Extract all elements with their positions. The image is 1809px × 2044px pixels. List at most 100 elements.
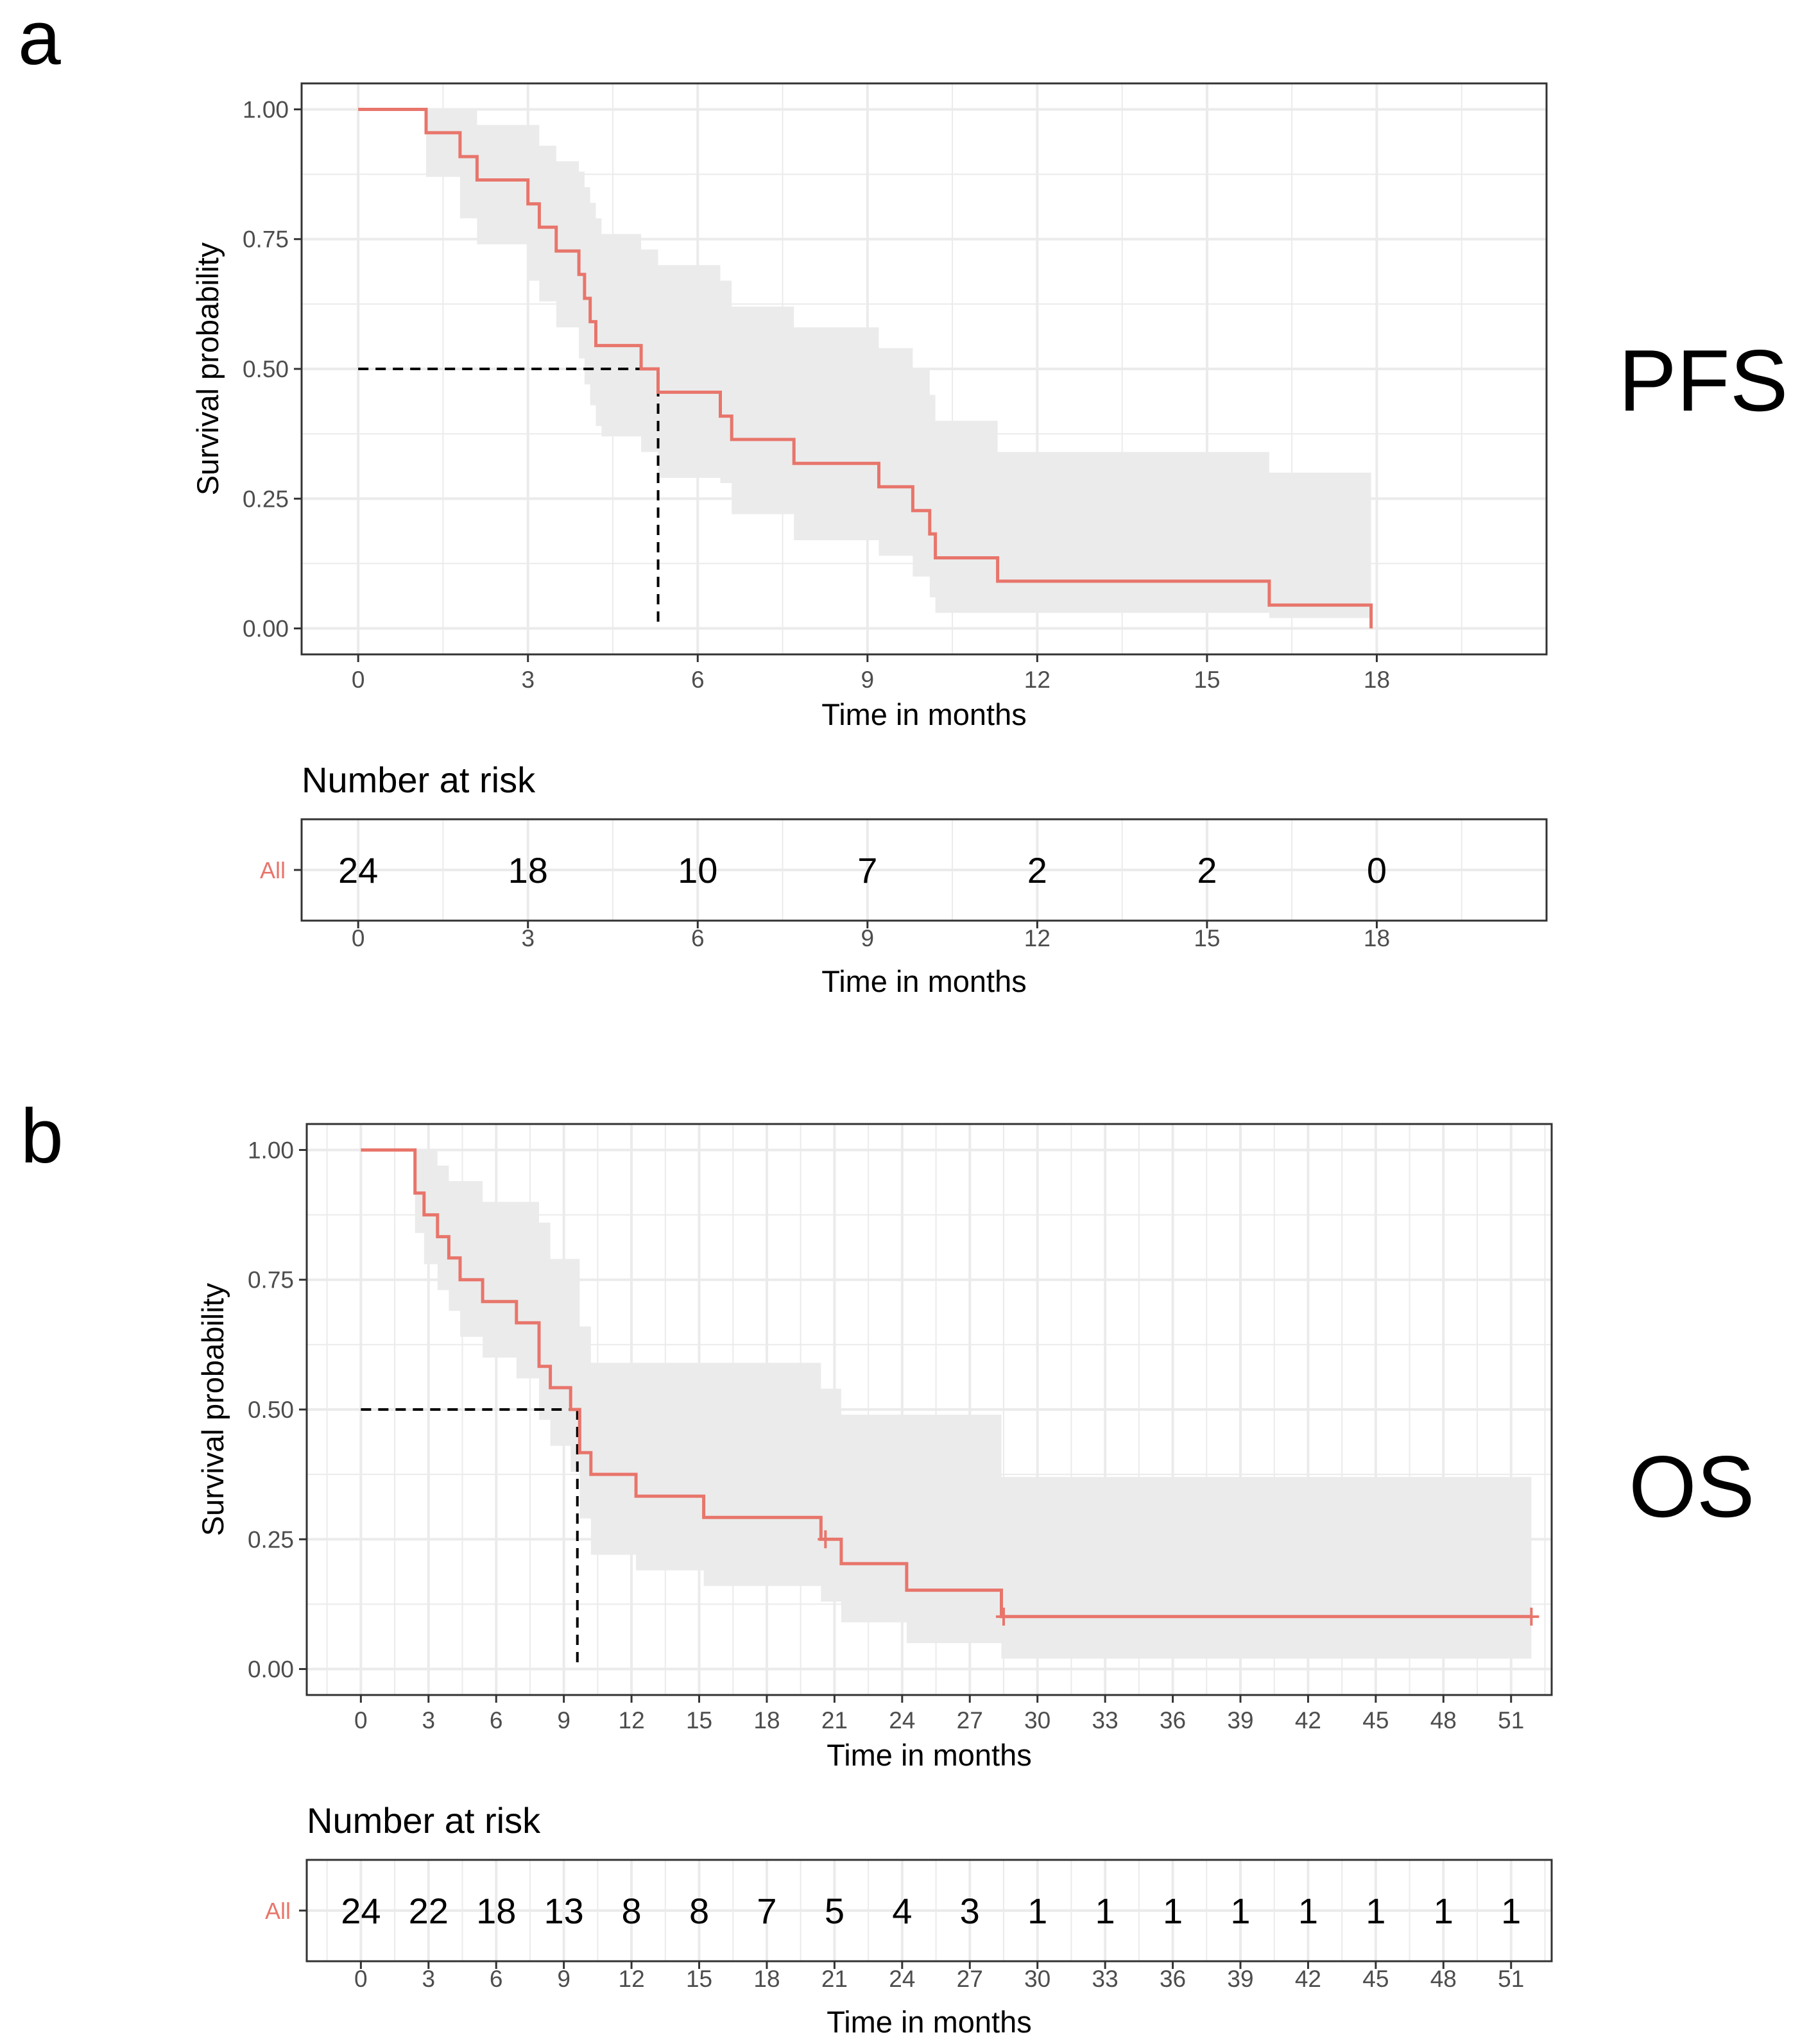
risk-x-tick-label: 15 (1194, 925, 1220, 951)
y-tick-label: 0.75 (248, 1267, 294, 1293)
plot-b-xlabel: Time in months (827, 1738, 1032, 1772)
risk-x-tick-label: 18 (753, 1966, 780, 1992)
panel-a-tag: PFS (1618, 332, 1788, 429)
plot-b-ci-band (361, 1150, 1532, 1659)
x-tick-label: 45 (1362, 1707, 1389, 1733)
panel-a: a PFS 0.00 0.25 0.50 0.75 1.00 0 3 6 9 12 15 18 Ti… (18, 0, 1788, 998)
plot-b-median-lines (361, 1408, 579, 1669)
y-tick-label: 0.50 (248, 1397, 294, 1423)
x-tick-label: 15 (1194, 667, 1220, 693)
risk-count: 1 (1027, 1891, 1047, 1931)
plot-b-ylabel: Survival probability (196, 1282, 230, 1536)
x-tick-label: 42 (1295, 1707, 1321, 1733)
risk-count: 22 (409, 1891, 449, 1931)
plot-b-y-axis: 0.00 0.25 0.50 0.75 1.00 (248, 1137, 307, 1683)
risk-count: 8 (689, 1891, 709, 1931)
panel-b-letter: b (21, 1093, 64, 1179)
y-tick-label: 0.00 (243, 616, 289, 642)
x-tick-label: 39 (1227, 1707, 1253, 1733)
risk-count: 1 (1163, 1891, 1183, 1931)
y-tick-label: 1.00 (248, 1137, 294, 1163)
risk-count: 2 (1027, 850, 1047, 890)
x-tick-label: 51 (1498, 1707, 1524, 1733)
x-tick-label: 36 (1160, 1707, 1186, 1733)
ci-band (358, 109, 1371, 618)
x-tick-label: 18 (1364, 667, 1390, 693)
risk-x-tick-label: 0 (352, 925, 365, 951)
risk-x-tick-label: 3 (521, 925, 535, 951)
risk-count: 10 (678, 850, 717, 890)
x-tick-label: 9 (557, 1707, 570, 1733)
x-tick-label: 18 (753, 1707, 780, 1733)
risk-a-strata-label: All (260, 857, 286, 883)
risk-count: 13 (544, 1891, 584, 1931)
risk-a-grid (302, 819, 1547, 921)
risk-b-strata-label: All (265, 1898, 291, 1924)
risk-x-tick-label: 24 (889, 1966, 915, 1992)
risk-count: 0 (1367, 850, 1387, 890)
panel-b-tag: OS (1629, 1438, 1755, 1535)
x-tick-label: 3 (521, 667, 535, 693)
x-tick-label: 15 (686, 1707, 712, 1733)
x-tick-label: 21 (821, 1707, 848, 1733)
risk-x-tick-label: 21 (821, 1966, 848, 1992)
x-tick-label: 9 (861, 667, 875, 693)
risk-x-tick-label: 12 (619, 1966, 645, 1992)
risk-x-tick-label: 3 (422, 1966, 435, 1992)
risk-x-tick-label: 6 (490, 1966, 503, 1992)
y-tick-label: 0.75 (243, 226, 289, 253)
risk-count: 1 (1501, 1891, 1521, 1931)
risk-x-tick-label: 42 (1295, 1966, 1321, 1992)
y-tick-label: 0.25 (243, 486, 289, 512)
risk-count: 1 (1434, 1891, 1453, 1931)
risk-count: 7 (757, 1891, 776, 1931)
plot-b-curve (361, 1148, 1532, 1619)
plot-a-xlabel: Time in months (821, 697, 1027, 731)
plot-a-median-lines (358, 368, 660, 629)
risk-x-tick-label: 30 (1024, 1966, 1050, 1992)
y-tick-label: 0.00 (248, 1656, 294, 1683)
plot-a-y-axis: 0.00 0.25 0.50 0.75 1.00 (243, 96, 302, 642)
x-tick-label: 3 (422, 1707, 435, 1733)
x-tick-label: 12 (619, 1707, 645, 1733)
risk-count: 2 (1197, 850, 1217, 890)
plot-a-x-axis: 0 3 6 9 12 15 18 (352, 654, 1390, 693)
panel-a-letter: a (18, 0, 61, 81)
risk-a-counts: 24 18 10 7 2 2 0 (338, 850, 1387, 890)
risk-x-tick-label: 9 (557, 1966, 570, 1992)
risk-count: 7 (857, 850, 877, 890)
x-tick-label: 27 (957, 1707, 983, 1733)
x-tick-label: 0 (354, 1707, 368, 1733)
risk-x-tick-label: 6 (691, 925, 705, 951)
risk-a-title: Number at risk (302, 760, 536, 800)
plot-a-ylabel: Survival probability (191, 242, 225, 495)
risk-x-tick-label: 9 (861, 925, 875, 951)
risk-count: 1 (1095, 1891, 1115, 1931)
plot-b-x-axis: 0 3 6 9 12 15 18 21 24 27 30 33 36 39 42 45 48 51 (354, 1695, 1524, 1733)
risk-a-xlabel: Time in months (821, 964, 1027, 998)
risk-x-tick-label: 39 (1227, 1966, 1253, 1992)
plot-a-curve (358, 107, 1373, 629)
risk-x-tick-label: 0 (354, 1966, 368, 1992)
panel-b-plot: 0.000.250.500.751.00 0 3 6 9 12 15 18 21 24 27 30 3… (196, 1123, 1553, 1772)
plot-a-ci-band (358, 109, 1371, 618)
risk-count: 1 (1366, 1891, 1385, 1931)
x-tick-label: 6 (691, 667, 705, 693)
risk-count: 24 (341, 1891, 381, 1931)
x-tick-label: 30 (1024, 1707, 1050, 1733)
x-tick-label: 48 (1430, 1707, 1457, 1733)
risk-count: 1 (1230, 1891, 1250, 1931)
risk-x-tick-label: 15 (686, 1966, 712, 1992)
x-tick-label: 0 (352, 667, 365, 693)
risk-b-grid (307, 1860, 1552, 1961)
ci-band (361, 1150, 1532, 1659)
risk-x-tick-label: 51 (1498, 1966, 1524, 1992)
risk-x-tick-label: 18 (1364, 925, 1390, 951)
panel-b: b OS 0.000.250.500.751.00 0 3 6 9 12 15 18 21 24… (21, 1093, 1755, 2039)
risk-count: 8 (622, 1891, 642, 1931)
panel-b-risk-table: Number at risk 24 22 18 13 8 8 7 5 4 3 1 1 1 1 1 1 1 1 Al… (265, 1800, 1553, 2039)
y-tick-label: 1.00 (243, 96, 289, 123)
risk-count: 18 (476, 1891, 516, 1931)
risk-a-x-axis: 0 3 6 9 12 15 18 (352, 921, 1390, 951)
